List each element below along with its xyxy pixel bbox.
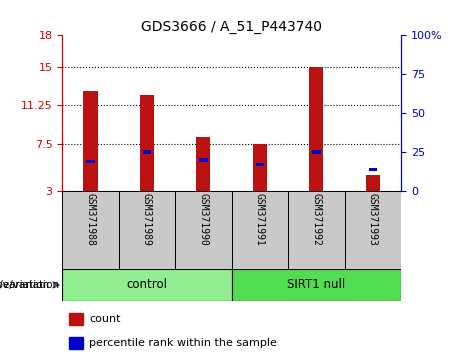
Text: GSM371989: GSM371989 — [142, 194, 152, 246]
Bar — [231, 269, 401, 301]
Bar — [62, 191, 118, 269]
Text: SIRT1 null: SIRT1 null — [287, 279, 345, 291]
Bar — [309, 67, 324, 191]
Bar — [366, 175, 380, 191]
Title: GDS3666 / A_51_P443740: GDS3666 / A_51_P443740 — [141, 21, 322, 34]
Bar — [83, 91, 98, 191]
Bar — [69, 313, 83, 325]
Bar — [140, 95, 154, 191]
Text: GSM371991: GSM371991 — [255, 194, 265, 246]
Bar — [86, 160, 95, 164]
Text: GSM371992: GSM371992 — [311, 194, 321, 246]
Text: percentile rank within the sample: percentile rank within the sample — [89, 338, 277, 348]
Bar — [344, 191, 401, 269]
Bar — [196, 137, 211, 191]
Bar — [253, 144, 267, 191]
Bar — [118, 191, 175, 269]
Bar — [288, 191, 344, 269]
Bar — [369, 167, 377, 171]
Text: genotype/variation: genotype/variation — [0, 280, 60, 290]
Bar — [199, 158, 207, 162]
Bar — [231, 191, 288, 269]
Bar — [62, 269, 231, 301]
Text: control: control — [126, 279, 167, 291]
Bar — [256, 163, 264, 166]
Bar — [175, 191, 231, 269]
Bar — [143, 150, 151, 154]
Text: GSM371990: GSM371990 — [198, 194, 208, 246]
Bar — [69, 337, 83, 349]
Text: genotype/variation: genotype/variation — [0, 280, 50, 290]
Bar — [312, 150, 320, 154]
Text: GSM371993: GSM371993 — [368, 194, 378, 246]
Text: GSM371988: GSM371988 — [85, 194, 95, 246]
Text: count: count — [89, 314, 121, 324]
